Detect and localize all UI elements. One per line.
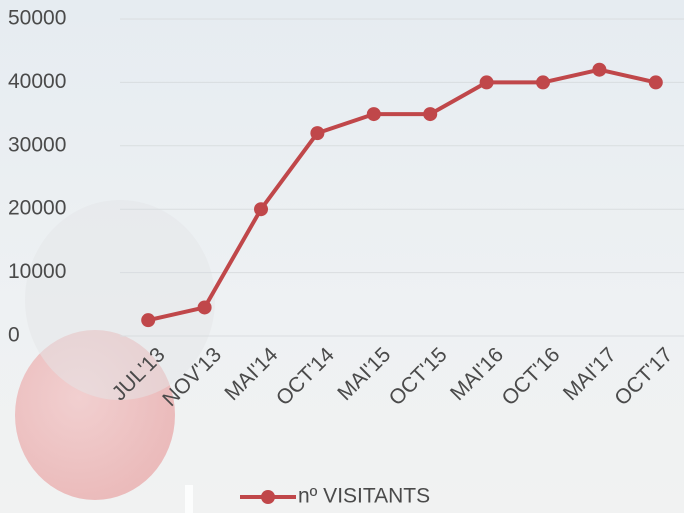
point bbox=[141, 313, 156, 328]
point bbox=[648, 75, 663, 90]
y-tick-label: 10000 bbox=[8, 260, 66, 283]
y-tick-label: 50000 bbox=[8, 7, 66, 30]
point bbox=[310, 126, 325, 141]
legend-label: nº VISITANTS bbox=[298, 485, 430, 508]
y-tick-label: 20000 bbox=[8, 197, 66, 220]
y-tick-label: 0 bbox=[8, 324, 20, 347]
point bbox=[197, 300, 212, 315]
pole bbox=[185, 485, 193, 513]
point bbox=[479, 75, 494, 90]
legend-marker bbox=[261, 490, 275, 504]
point bbox=[366, 107, 381, 122]
point bbox=[254, 202, 268, 217]
point bbox=[592, 62, 607, 77]
y-tick-label: 40000 bbox=[8, 70, 66, 93]
y-tick-label: 30000 bbox=[8, 133, 66, 156]
point bbox=[423, 107, 438, 122]
point bbox=[536, 75, 550, 90]
line bbox=[147, 67, 657, 323]
bubble bbox=[25, 200, 215, 400]
